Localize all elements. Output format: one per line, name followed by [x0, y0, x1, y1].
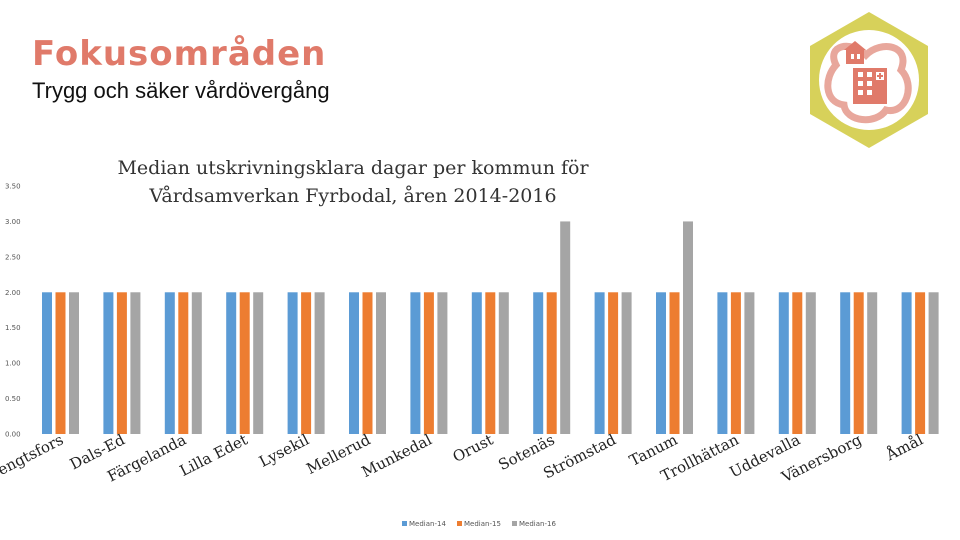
bar — [778, 292, 789, 434]
bar — [805, 292, 816, 434]
bar — [103, 292, 114, 434]
y-axis: 0.00 0.50 1.00 1.50 2.00 2.50 3.00 3.50 — [5, 183, 21, 439]
bar — [901, 292, 912, 434]
legend-label: Median-16 — [519, 520, 556, 528]
legend-label: Median-15 — [464, 520, 501, 528]
x-tick-label: Bengtsfors — [0, 431, 66, 484]
bar — [546, 292, 557, 434]
y-tick-label: 2.50 — [5, 253, 21, 261]
bar — [42, 292, 52, 434]
bar — [116, 292, 127, 434]
chart-title: Median utskrivningsklara dagar per kommu… — [117, 157, 589, 207]
bar — [471, 292, 482, 434]
bar — [608, 292, 619, 434]
x-tick-label: Åmål — [882, 430, 926, 464]
bar — [730, 292, 741, 434]
bar — [191, 292, 202, 434]
y-tick-label: 0.00 — [5, 431, 21, 439]
bar — [792, 292, 803, 434]
bar — [621, 292, 632, 434]
bar — [130, 292, 141, 434]
x-tick-label: Lysekil — [256, 430, 312, 470]
bar — [239, 292, 250, 434]
page-subtitle: Trygg och säker vårdövergång — [32, 78, 330, 103]
y-tick-label: 2.00 — [5, 289, 21, 297]
bar — [287, 292, 298, 434]
y-tick-label: 3.50 — [5, 183, 21, 191]
bar — [178, 292, 189, 434]
bar — [69, 292, 79, 434]
bar — [560, 221, 571, 434]
bar — [683, 221, 693, 434]
y-tick-label: 0.50 — [5, 395, 21, 403]
bar — [226, 292, 237, 434]
bar — [410, 292, 421, 434]
bar — [376, 292, 386, 434]
chart-title-line-1: Median utskrivningsklara dagar per kommu… — [117, 157, 589, 179]
bar — [656, 292, 666, 434]
bar — [55, 292, 66, 434]
bar — [164, 292, 175, 434]
bar — [423, 292, 434, 434]
bar — [915, 292, 926, 434]
legend-label: Median-14 — [409, 520, 446, 528]
y-tick-label: 3.00 — [5, 218, 21, 226]
bar — [362, 292, 373, 434]
x-tick-label: Orust — [450, 431, 496, 466]
bar — [533, 292, 544, 434]
bar — [717, 292, 728, 434]
bar — [301, 292, 312, 434]
legend-swatch — [512, 521, 517, 526]
bar — [253, 292, 264, 434]
bar — [314, 292, 325, 434]
bar — [840, 292, 851, 434]
y-tick-label: 1.00 — [5, 360, 21, 368]
page-title: Fokusområden — [32, 34, 327, 74]
bars — [42, 221, 939, 434]
y-tick-label: 1.50 — [5, 324, 21, 332]
bar — [867, 292, 878, 434]
legend-swatch — [457, 521, 462, 526]
legend-swatch — [402, 521, 407, 526]
bar — [669, 292, 680, 434]
bar — [744, 292, 755, 434]
chart-title-line-2: Vårdsamverkan Fyrbodal, åren 2014-2016 — [148, 185, 556, 207]
x-tick-label: Munkedal — [359, 430, 435, 481]
bar — [498, 292, 509, 434]
bar — [437, 292, 448, 434]
bar — [928, 292, 939, 434]
bar — [349, 292, 359, 434]
hospital-building-icon — [810, 12, 928, 148]
bar — [853, 292, 864, 434]
bar — [594, 292, 605, 434]
x-tick-label: Lilla Edet — [177, 431, 251, 480]
bar — [485, 292, 496, 434]
legend: Median-14 Median-15 Median-16 — [402, 520, 556, 528]
